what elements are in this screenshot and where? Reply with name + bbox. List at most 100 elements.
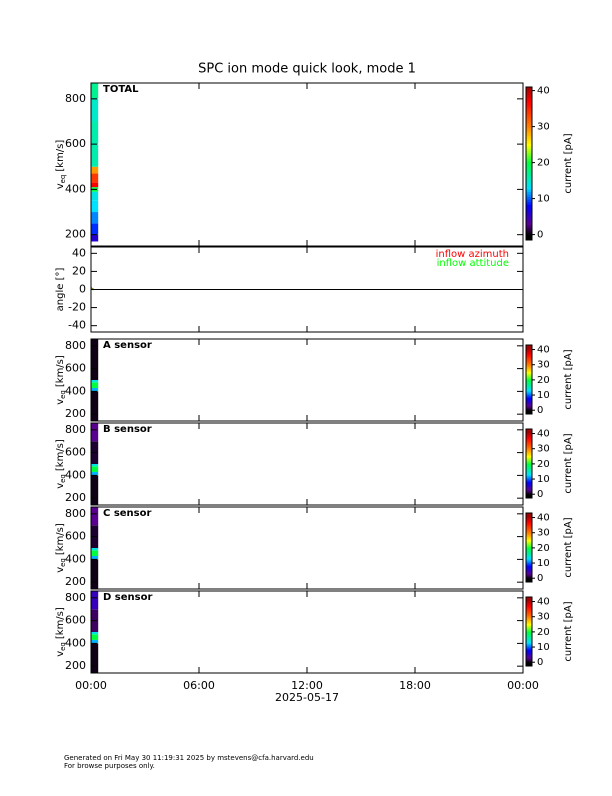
spectrogram-cell xyxy=(91,559,98,589)
y-tick-label: -20 xyxy=(68,301,86,314)
spectrogram-cell xyxy=(91,591,98,609)
colorbar-label: current [pA] xyxy=(563,349,574,409)
y-tick-label: 20 xyxy=(72,264,86,277)
y-tick-label: 200 xyxy=(65,228,86,241)
y-tick-label: 600 xyxy=(65,446,86,459)
spectrogram-cell xyxy=(91,634,98,640)
y-label-subscript: eq xyxy=(59,390,67,399)
y-label-unit: [km/s] xyxy=(55,140,66,172)
colorbar-tick-label: 40 xyxy=(537,597,550,608)
y-tick-label: 800 xyxy=(65,591,86,604)
colorbar-tick-label: 40 xyxy=(537,513,550,524)
spectrogram-cell xyxy=(91,550,98,556)
y-tick-label: 0 xyxy=(79,283,86,296)
y-tick-label: 800 xyxy=(65,339,86,352)
spectrogram-cell xyxy=(91,472,98,475)
y-tick-label: 200 xyxy=(65,575,86,588)
spectrogram-cell xyxy=(91,235,98,242)
y-tick-label: 200 xyxy=(65,491,86,504)
spectrogram-cell xyxy=(91,174,98,183)
colorbar-label: current [pA] xyxy=(563,133,574,193)
chart-title: SPC ion mode quick look, mode 1 xyxy=(198,62,416,77)
colorbar-tick-label: 40 xyxy=(537,86,550,97)
y-axis-label: veq[km/s] xyxy=(55,607,67,657)
y-tick-label: -40 xyxy=(68,319,86,332)
plot-frame xyxy=(91,83,523,246)
spectrogram-cell xyxy=(91,632,98,634)
spectrogram-cell xyxy=(91,99,98,122)
x-tick-label: 00:00 xyxy=(507,679,539,692)
spectrogram-cell xyxy=(91,183,98,188)
colorbar-tick-label: 10 xyxy=(537,558,550,569)
y-axis-label: veq[km/s] xyxy=(55,523,67,573)
colorbar-tick-label: 20 xyxy=(537,459,550,470)
y-tick-label: 800 xyxy=(65,423,86,436)
spectrogram-cell xyxy=(91,144,98,167)
y-tick-label: 600 xyxy=(65,530,86,543)
y-tick-label: 400 xyxy=(65,182,86,195)
y-axis-label: veq[km/s] xyxy=(55,355,67,405)
footer-line: Generated on Fri May 30 11:19:31 2025 by… xyxy=(64,754,314,762)
spectrogram-cell xyxy=(91,556,98,559)
plot-frame xyxy=(91,507,523,589)
plot-frame xyxy=(91,591,523,673)
colorbar-tick-label: 10 xyxy=(537,474,550,485)
colorbar-tick-label: 0 xyxy=(537,573,543,584)
colorbar-tick-label: 30 xyxy=(537,444,550,455)
y-label-subscript: eq xyxy=(59,474,67,483)
y-tick-label: 40 xyxy=(72,246,86,259)
spectrogram-cell xyxy=(91,121,98,144)
spectrogram-cell xyxy=(91,423,98,441)
y-axis-label: veq[km/s] xyxy=(55,439,67,489)
colorbar-tick-label: 20 xyxy=(537,158,550,169)
spectrogram-cell xyxy=(91,380,98,382)
legend-entry: inflow attitude xyxy=(437,258,509,269)
y-label-unit: [km/s] xyxy=(55,607,66,639)
colorbar-tick-label: 0 xyxy=(537,489,543,500)
x-axis-label: 2025-05-17 xyxy=(275,691,339,704)
spectrogram-cell xyxy=(91,548,98,550)
colorbar-tick-label: 30 xyxy=(537,612,550,623)
spectrogram-cell xyxy=(91,339,98,380)
colorbar-tick-label: 0 xyxy=(537,230,543,241)
colorbar-tick-label: 10 xyxy=(537,642,550,653)
spectrogram-cell xyxy=(91,475,98,505)
y-tick-label: 200 xyxy=(65,659,86,672)
spectrogram-cell xyxy=(91,223,98,234)
spectrogram-cell xyxy=(91,466,98,472)
y-tick-label: 600 xyxy=(65,614,86,627)
y-tick-label: 400 xyxy=(65,636,86,649)
y-tick-label: 400 xyxy=(65,468,86,481)
panel-label: B sensor xyxy=(103,424,152,435)
colorbar-tick-label: 30 xyxy=(537,528,550,539)
colorbar-label: current [pA] xyxy=(563,517,574,577)
colorbar-tick-label: 20 xyxy=(537,543,550,554)
plot-frame xyxy=(91,423,523,505)
colorbar-tick-label: 10 xyxy=(537,390,550,401)
spectrogram-cell xyxy=(91,382,98,388)
y-tick-label: 800 xyxy=(65,92,86,105)
y-tick-label: 600 xyxy=(65,137,86,150)
spectrogram-cell xyxy=(91,388,98,391)
spectrogram-cell xyxy=(91,201,98,212)
colorbar-tick-label: 30 xyxy=(537,122,550,133)
colorbar-tick-label: 40 xyxy=(537,429,550,440)
x-tick-label: 18:00 xyxy=(399,679,431,692)
panel-label: TOTAL xyxy=(103,84,139,95)
colorbar-tick-label: 0 xyxy=(537,405,543,416)
colorbar-tick-label: 20 xyxy=(537,375,550,386)
y-label-subscript: eq xyxy=(59,642,67,651)
y-label-unit: [km/s] xyxy=(55,439,66,471)
spectrogram-cell xyxy=(91,83,98,99)
colorbar-tick-label: 20 xyxy=(537,627,550,638)
y-label-subscript: eq xyxy=(59,558,67,567)
footer-line: For browse purposes only. xyxy=(64,762,155,770)
y-label-subscript: eq xyxy=(59,175,67,184)
y-label-unit: [km/s] xyxy=(55,355,66,387)
spectrogram-cell xyxy=(91,167,98,174)
panel-label: D sensor xyxy=(103,592,152,603)
y-label-unit: [km/s] xyxy=(55,523,66,555)
spectrogram-cell xyxy=(91,464,98,466)
colorbar-label: current [pA] xyxy=(563,601,574,661)
